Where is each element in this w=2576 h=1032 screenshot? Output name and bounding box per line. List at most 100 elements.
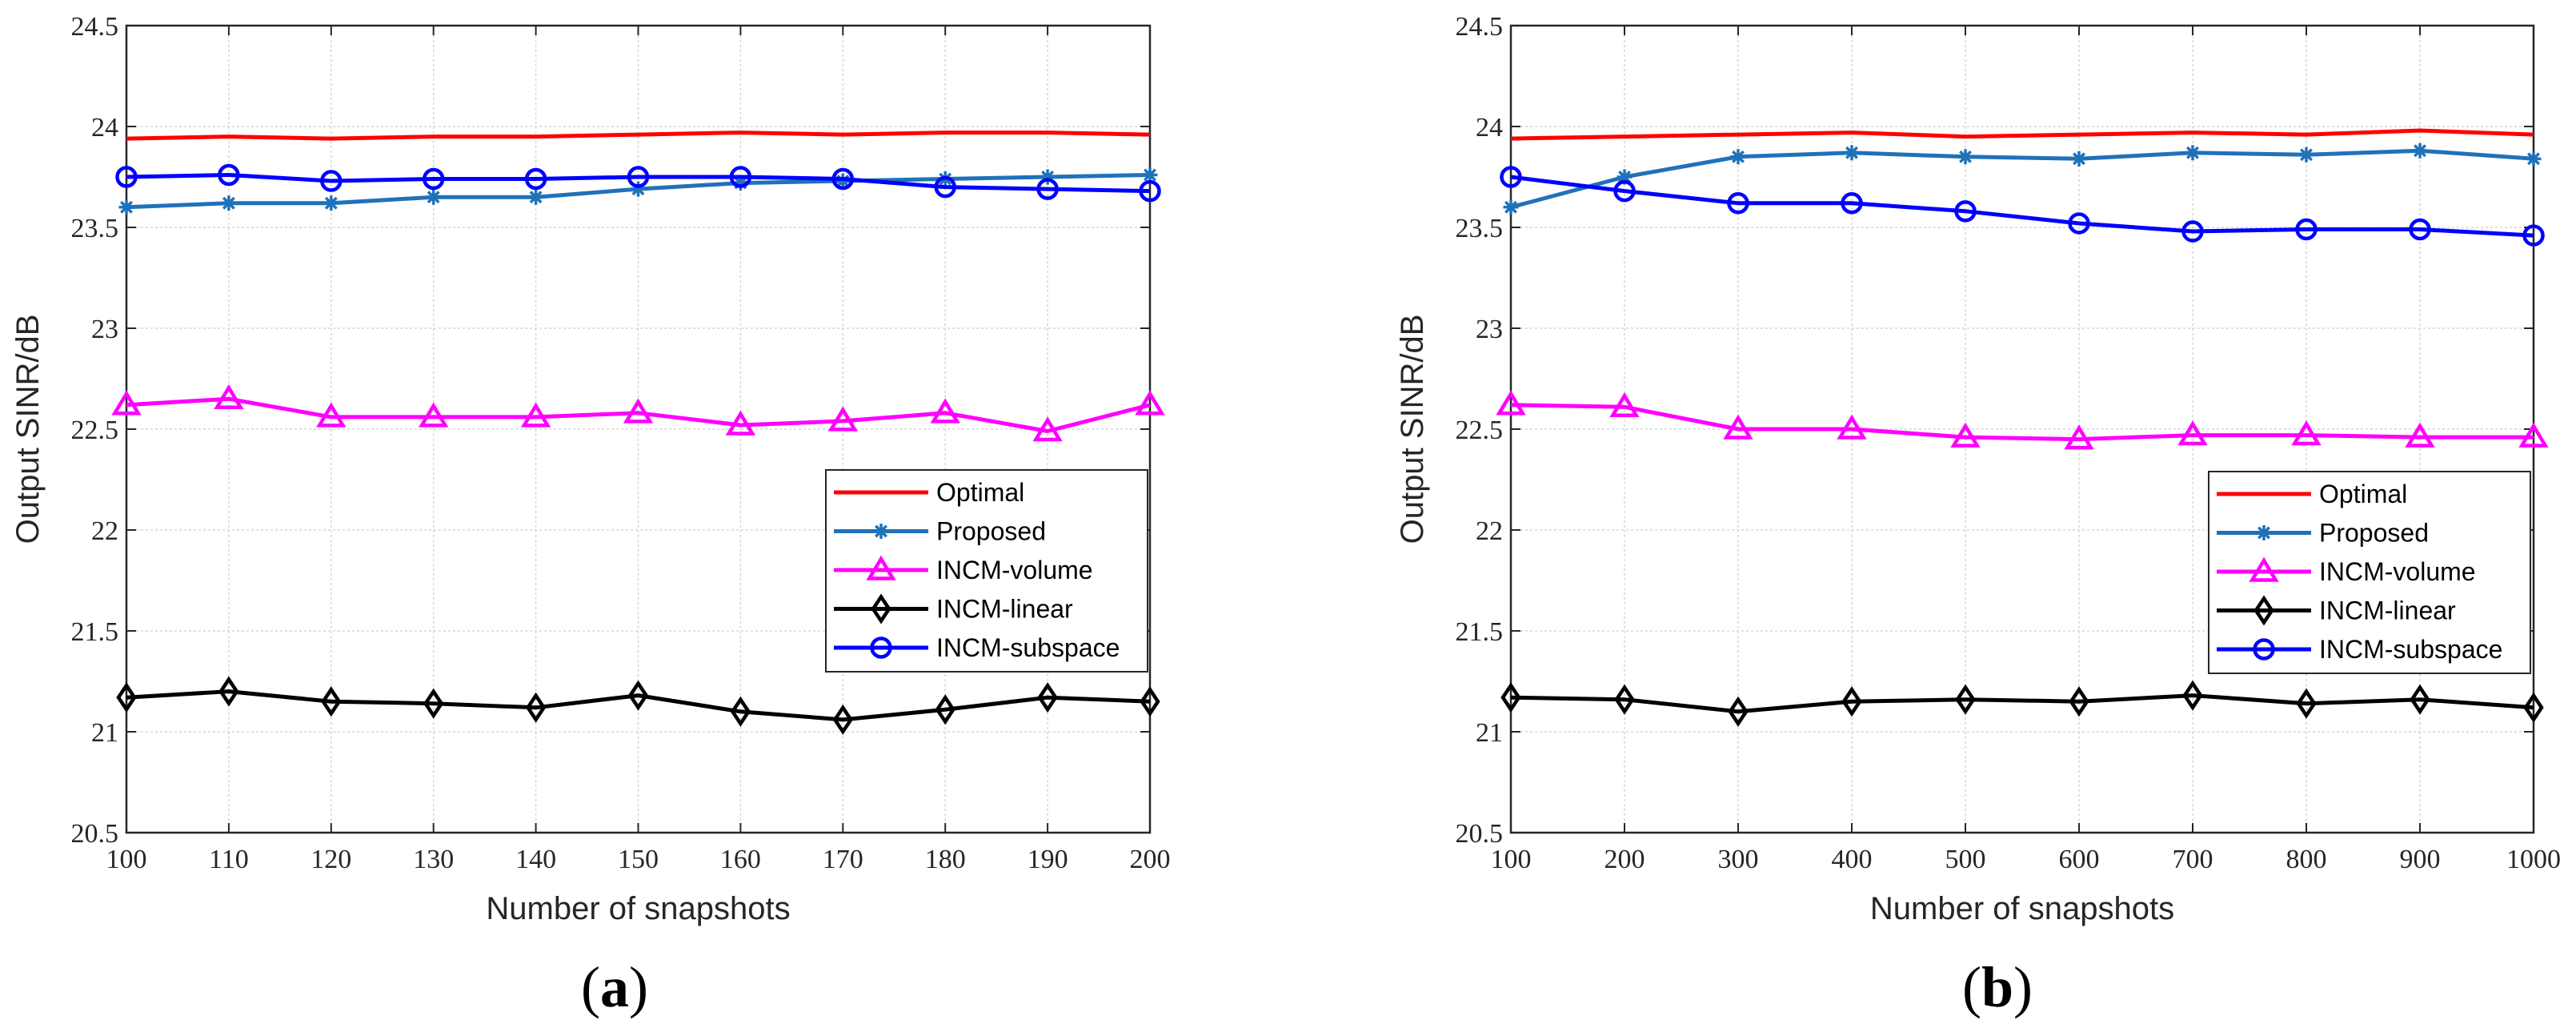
data-point [1139, 179, 1161, 203]
data-point [835, 173, 851, 189]
data-point [2523, 692, 2544, 723]
y-tick-label: 23.5 [1456, 214, 1504, 243]
x-tick-label: 110 [209, 845, 249, 874]
data-point [1032, 416, 1063, 442]
data-point [1500, 166, 1522, 188]
data-point [2526, 151, 2542, 167]
x-axis-label: Number of snapshots [1870, 891, 2174, 926]
data-point [115, 166, 138, 188]
data-point [1841, 686, 1862, 717]
data-point [2064, 424, 2094, 450]
data-point [520, 402, 551, 428]
data-point [1040, 169, 1056, 185]
data-point [218, 676, 239, 707]
legend-entry: Proposed [834, 517, 1046, 546]
x-tick-label: 160 [720, 845, 761, 874]
series-incm-subspace [1500, 166, 2545, 247]
y-tick-label: 24.5 [1456, 12, 1504, 42]
legend-entry: INCM-linear [2217, 595, 2456, 626]
legend-entry: Optimal [834, 478, 1024, 507]
data-point [218, 163, 240, 187]
data-point [323, 195, 339, 211]
data-point [832, 704, 854, 735]
series-incm-volume [111, 383, 1165, 442]
legend-marker [873, 524, 889, 539]
legend: Optimal Proposed INCM-volume INCM-linear INC… [2208, 471, 2531, 674]
legend-marker [871, 593, 891, 624]
data-point [528, 189, 544, 205]
data-point [2405, 422, 2435, 448]
x-tick-label: 120 [310, 845, 351, 874]
x-tick-label: 1000 [2506, 845, 2561, 874]
y-tick-label: 22 [1476, 516, 1503, 546]
data-point [525, 692, 547, 723]
data-point [2409, 218, 2431, 241]
data-point [1614, 684, 1635, 715]
y-tick-label: 24 [91, 113, 118, 143]
legend-marker [2253, 595, 2274, 626]
data-point [2298, 147, 2314, 163]
panel-caption: (b) [1962, 955, 2033, 1019]
x-tick-label: 800 [2286, 845, 2327, 874]
data-point [2068, 212, 2090, 235]
legend-entry: Optimal [2217, 480, 2407, 508]
x-tick-label: 700 [2173, 845, 2213, 874]
series-incm-subspace [115, 163, 1161, 203]
legend-marker [2249, 556, 2279, 582]
legend-label: INCM-subspace [2319, 635, 2502, 664]
x-tick-label: 100 [1491, 845, 1532, 874]
x-tick-label: 500 [1945, 845, 1986, 874]
data-point [118, 199, 134, 215]
data-point [1140, 686, 1160, 717]
data-point [827, 406, 858, 432]
data-point [2296, 688, 2317, 719]
series-optimal [1510, 128, 2534, 141]
data-point [2185, 145, 2201, 161]
legend-marker [866, 555, 896, 580]
legend-label: Proposed [2319, 519, 2429, 548]
data-point [2522, 224, 2545, 247]
data-point [1503, 199, 1519, 215]
legend-entry: INCM-volume [834, 555, 1093, 584]
data-point [1613, 179, 1636, 203]
series-line [126, 396, 1151, 433]
chart-panel-b: 20.5 21 21.5 22 22.5 23 23.5 24 24.5 100 200 300 400… [1395, 12, 2561, 1019]
data-point [426, 189, 442, 205]
data-point [2412, 143, 2428, 159]
legend-label: INCM-subspace [936, 633, 1120, 662]
series-line [1510, 128, 2534, 141]
caption-letter: b [1981, 955, 2013, 1019]
y-tick-label: 24.5 [71, 12, 119, 42]
x-tick-label: 170 [823, 845, 863, 874]
legend-marker [2256, 525, 2272, 540]
data-point [2410, 684, 2430, 715]
x-tick-label: 190 [1028, 845, 1068, 874]
data-point [1135, 390, 1165, 416]
legend-entry: INCM-linear [834, 593, 1073, 624]
x-tick-label: 400 [1832, 845, 1873, 874]
legend-label: Proposed [936, 517, 1046, 546]
caption-letter: a [600, 955, 629, 1019]
data-point [2291, 420, 2322, 446]
y-tick-label: 21 [91, 718, 118, 748]
legend-marker [2253, 638, 2275, 661]
data-point [1841, 192, 1863, 215]
data-point [2295, 218, 2318, 241]
series-incm-linear [1500, 680, 2544, 727]
series-line [1510, 175, 2534, 238]
series-line [1510, 148, 2534, 210]
data-point [1727, 192, 1749, 215]
data-point [2181, 220, 2204, 243]
series-line [126, 173, 1151, 194]
data-point [1496, 390, 1526, 416]
axes-frame [125, 24, 1152, 834]
legend-entry: INCM-volume [2217, 556, 2476, 586]
series-incm-linear [116, 676, 1160, 735]
data-point [2518, 422, 2549, 448]
x-tick-label: 100 [106, 845, 147, 874]
data-point [524, 167, 547, 191]
y-tick-label: 22.5 [71, 416, 119, 445]
series-line [126, 689, 1151, 722]
data-point [111, 390, 142, 416]
data-point [935, 694, 955, 725]
